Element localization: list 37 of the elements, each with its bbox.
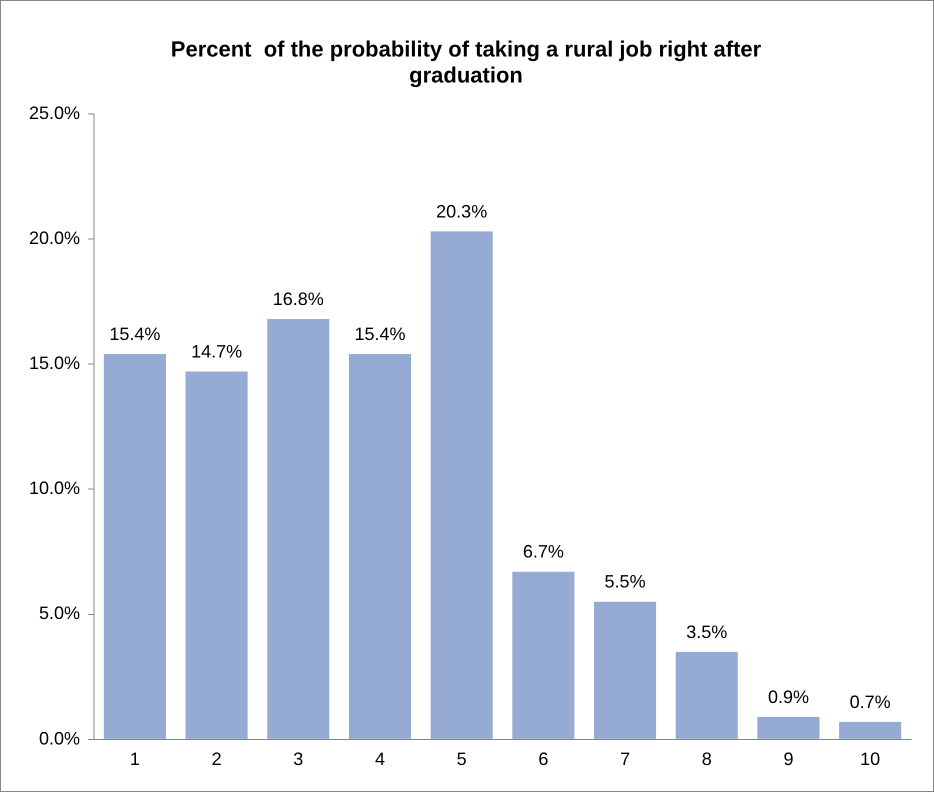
x-tick-label: 10 (860, 749, 880, 770)
data-label: 15.4% (109, 324, 160, 344)
data-label: 20.3% (436, 201, 488, 222)
bar (757, 716, 820, 739)
data-label: 3.5% (686, 622, 728, 642)
y-tick-label: 0.0% (39, 728, 80, 748)
x-tick-label: 6 (538, 749, 548, 770)
chart-title: Percent of the probability of taking a rural job right after graduation (170, 36, 762, 88)
bar (348, 354, 412, 739)
y-tick-label: 5.0% (39, 603, 80, 624)
x-tick-label: 1 (130, 749, 140, 770)
data-label: 15.4% (354, 324, 406, 344)
y-tick-label: 10.0% (28, 478, 80, 498)
bar (512, 572, 574, 739)
data-label: 5.5% (604, 572, 646, 592)
x-tick-label: 9 (783, 749, 794, 770)
y-tick-label: 15.0% (28, 353, 80, 374)
x-tick-label: 8 (702, 749, 712, 770)
data-label: 0.7% (850, 692, 891, 712)
x-tick-label: 7 (620, 749, 630, 770)
bar (839, 722, 902, 739)
x-tick-label: 4 (374, 749, 385, 770)
bar (430, 231, 493, 739)
y-tick-label: 20.0% (28, 228, 80, 248)
bar (186, 372, 248, 739)
data-label: 14.7% (191, 342, 242, 362)
bar (594, 602, 656, 739)
data-label: 0.9% (768, 686, 809, 707)
bar (104, 354, 166, 739)
data-label: 16.8% (272, 288, 324, 309)
bar (267, 318, 330, 739)
x-tick-label: 2 (212, 749, 222, 770)
x-tick-label: 5 (456, 749, 467, 770)
data-label: 6.7% (522, 542, 564, 562)
y-tick-label: 25.0% (28, 102, 80, 123)
x-tick-label: 3 (293, 749, 304, 770)
bar (676, 652, 738, 739)
